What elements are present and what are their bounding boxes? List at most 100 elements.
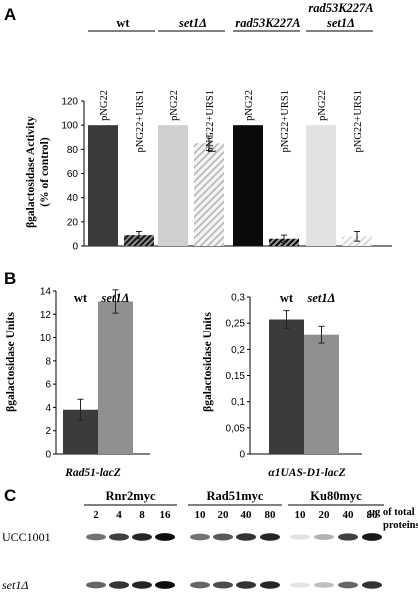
panel-b-right-ytick-label: 0,2 xyxy=(231,345,245,356)
panel-a-bar-label: pNG22 xyxy=(169,90,180,121)
panel-label-c: C xyxy=(4,486,16,505)
panel-b-right-ytick-label: 0,15 xyxy=(226,371,246,382)
panel-b-left-ylabel: βgalactosidase Units xyxy=(5,312,17,412)
blot-band xyxy=(362,581,382,589)
blot-row-label: UCC1001 xyxy=(2,530,51,544)
panel-b-left-bar xyxy=(98,301,133,454)
blot-band xyxy=(109,533,129,541)
blot-lane-label: 20 xyxy=(319,509,331,521)
blot-band xyxy=(109,581,129,589)
panel-a-ytick-label: 0 xyxy=(72,242,78,253)
panel-a-bar-label: pNG22+URS1 xyxy=(280,90,291,153)
blot-band xyxy=(132,581,152,589)
panel-a-ylabel-line1: βgalactosidase Activity xyxy=(25,116,37,228)
blot-lane-label: 80 xyxy=(265,509,277,521)
panel-a-group-header: rad53K227A xyxy=(308,1,373,15)
panel-b-left-ytick-label: 4 xyxy=(45,403,51,414)
panel-b-right-ytick-label: 0,3 xyxy=(231,293,245,304)
panel-a-bar xyxy=(233,125,263,246)
blot-band xyxy=(190,581,210,589)
panel-a-ytick-label: 100 xyxy=(61,121,78,132)
panel-b-left-ytick-label: 8 xyxy=(45,356,51,367)
panel-a-bar xyxy=(158,125,188,246)
blot-lane-label: 10 xyxy=(295,509,307,521)
blot-band xyxy=(86,533,106,541)
panel-b-left-ytick-label: 6 xyxy=(45,380,51,391)
blot-band xyxy=(155,533,175,541)
blot-band xyxy=(236,533,256,541)
blot-group-label: Ku80myc xyxy=(310,489,362,503)
blot-lane-label: 8 xyxy=(139,509,145,521)
panel-b-right-bar xyxy=(269,319,304,454)
blot-band xyxy=(86,581,106,589)
panel-b-right-ylabel: βgalactosidase Units xyxy=(202,312,214,412)
blot-group-label: Rad51myc xyxy=(207,489,264,503)
panel-a-bar-label: pNG22 xyxy=(244,90,255,121)
panel-b-right-series-label: wt xyxy=(280,291,294,305)
blot-lane-label: 40 xyxy=(241,509,253,521)
blot-band xyxy=(362,533,382,541)
panel-b-right-xlabel: α1UAS-D1-lacZ xyxy=(268,467,345,479)
blot-band xyxy=(260,533,280,541)
panel-a-bar-label: pNG22+URS1 xyxy=(353,90,364,153)
panel-a-ytick-label: 60 xyxy=(67,169,79,180)
panel-label-b: B xyxy=(4,269,16,288)
panel-b-left-series-label: set1Δ xyxy=(101,291,130,305)
panel-a-bar-label: pNG22+URS1 xyxy=(135,90,146,153)
panel-a-group-header-line2: set1Δ xyxy=(326,16,355,30)
panel-a-group-header: rad53K227A xyxy=(235,16,300,30)
panel-a-bar xyxy=(194,143,224,246)
blot-band xyxy=(190,533,210,541)
blot-band xyxy=(236,581,256,589)
blot-band xyxy=(314,582,334,588)
blot-lane-label: 20 xyxy=(218,509,230,521)
panel-b-left-ytick-label: 10 xyxy=(40,333,52,344)
blot-band xyxy=(155,581,175,589)
panel-b-right-chart: βgalactosidase Units α1UAS-D1-lacZ 0 0,05… xyxy=(202,291,362,479)
blot-lane-label: 16 xyxy=(160,509,172,521)
panel-b-left-series-label: wt xyxy=(74,291,88,305)
blot-band xyxy=(290,582,310,588)
panel-a-ytick-label: 80 xyxy=(67,145,79,156)
panel-a-ytick-label: 40 xyxy=(67,193,79,204)
panel-a-ytick-label: 120 xyxy=(61,97,78,108)
blot-lane-label: 4 xyxy=(116,509,122,521)
panel-b-right-ytick-label: 0,25 xyxy=(226,319,246,330)
panel-b-right-ytick-label: 0,1 xyxy=(231,397,245,408)
panel-a-bar-label: pNG22 xyxy=(99,90,110,121)
panel-a-chart: βgalactosidase Activity (% of control) 0… xyxy=(25,1,392,253)
panel-a-ytick-label: 20 xyxy=(67,217,79,228)
unit-label-line2: proteins xyxy=(383,520,418,531)
blot-band xyxy=(338,581,358,589)
blot-band xyxy=(132,533,152,541)
blot-band xyxy=(213,533,233,541)
panel-a-group-header: wt xyxy=(116,16,130,30)
panel-b-right-ytick-label: 0 xyxy=(239,450,245,461)
blot-lane-label: 80 xyxy=(367,509,379,521)
panel-b-left-xlabel: Rad51-lacZ xyxy=(64,467,121,479)
panel-b-right-ytick-label: 0,05 xyxy=(226,423,246,434)
blot-lane-label: 40 xyxy=(343,509,355,521)
blot-lane-label: 2 xyxy=(93,509,99,521)
blot-band xyxy=(213,581,233,589)
blot-band xyxy=(314,534,334,540)
panel-b-left-ytick-label: 2 xyxy=(45,426,51,437)
blot-group-label: Rnr2myc xyxy=(106,489,156,503)
panel-a-bar xyxy=(306,125,336,246)
panel-a-ylabel-line2: (% of control) xyxy=(39,137,51,207)
panel-a-bar-label: pNG22+URS1 xyxy=(205,90,216,153)
panel-b-left-ytick-label: 12 xyxy=(40,310,52,321)
blot-band xyxy=(290,534,310,540)
panel-b-left-ytick-label: 14 xyxy=(40,287,52,298)
panel-b-right-bar xyxy=(304,334,339,454)
unit-label-line1: μg of total xyxy=(369,507,415,518)
panel-b-left-ytick-label: 0 xyxy=(45,450,51,461)
panel-b-left-chart: βgalactosidase Units Rad51-lacZ 0 2 4 6 8 10 1… xyxy=(5,287,150,479)
blot-band xyxy=(338,533,358,541)
panel-label-a: A xyxy=(4,5,16,24)
blot-row-label: set1Δ xyxy=(2,578,28,592)
blot-band xyxy=(260,581,280,589)
blot-lane-label: 10 xyxy=(195,509,207,521)
panel-b-right-series-label: set1Δ xyxy=(307,291,336,305)
